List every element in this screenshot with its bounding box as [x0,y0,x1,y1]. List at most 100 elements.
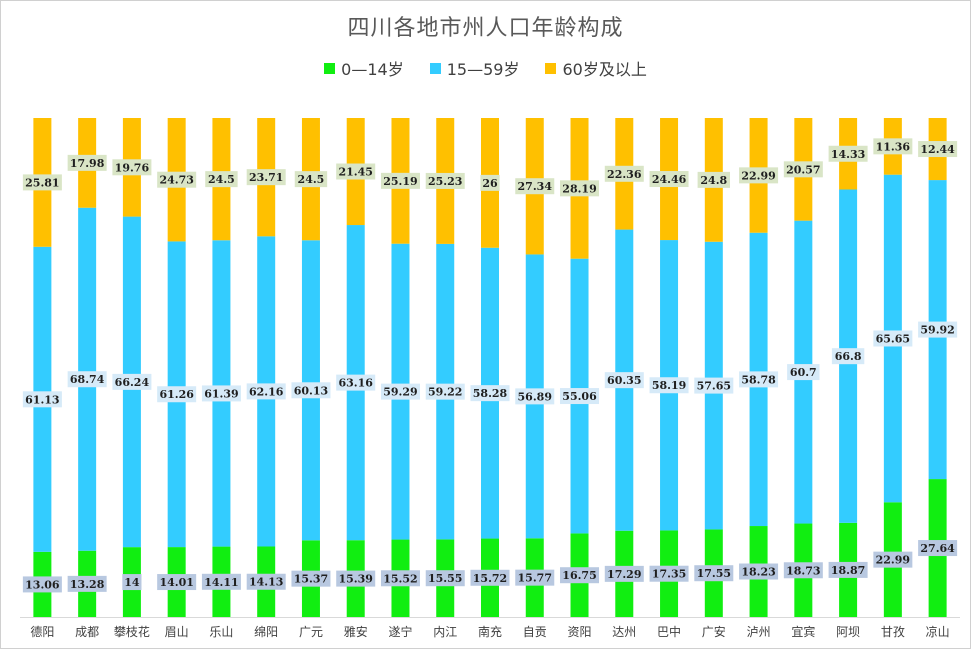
data-label-1-1: 68.74 [70,373,105,386]
data-label-1-9: 59.22 [428,386,462,399]
data-label-bg-2-1 [67,154,107,171]
data-label-0-8: 15.52 [383,572,417,585]
data-label-bg-1-9 [425,383,465,400]
data-label-2-18: 14.33 [831,148,865,161]
data-label-bg-0-11 [515,569,555,586]
legend: 0—14岁 15—59岁 60岁及以上 [0,56,971,80]
data-label-bg-1-19 [873,330,913,347]
data-label-0-1: 13.28 [70,578,105,591]
data-label-bg-2-2 [112,159,152,176]
data-label-bg-0-4 [201,573,241,590]
data-label-bg-1-16 [739,371,779,388]
data-label-1-18: 66.8 [835,350,862,363]
category-label-11: 自贡 [523,625,547,639]
data-label-bg-0-3 [157,574,197,591]
legend-label-60-plus: 60岁及以上 [562,60,647,79]
data-label-2-10: 26 [482,177,498,190]
data-label-2-5: 23.71 [249,171,283,184]
data-label-bg-2-9 [425,172,465,189]
category-label-9: 内江 [433,625,457,639]
data-label-bg-2-5 [246,169,286,186]
data-label-bg-0-13 [604,565,644,582]
data-label-0-17: 18.73 [786,564,820,577]
category-label-20: 凉山 [926,624,950,639]
data-label-0-4: 14.11 [204,576,238,589]
data-label-bg-2-19 [873,138,913,155]
data-label-0-13: 17.29 [607,568,641,581]
data-label-0-19: 22.99 [876,554,910,567]
category-label-12: 资阳 [568,625,592,639]
data-label-bg-2-17 [783,161,823,178]
category-label-4: 乐山 [209,625,233,639]
data-label-bg-1-20 [918,321,958,338]
category-label-0: 德阳 [30,624,54,639]
data-label-bg-0-16 [739,563,779,580]
data-label-bg-0-12 [560,567,600,584]
data-label-bg-1-18 [831,348,865,365]
data-label-bg-2-7 [336,163,376,180]
category-label-1: 成都 [75,625,99,639]
data-label-1-16: 58.78 [741,373,776,386]
data-label-2-19: 11.36 [876,140,911,153]
data-label-2-17: 20.57 [786,163,820,176]
data-label-0-11: 15.77 [518,572,552,585]
data-label-bg-0-18 [828,561,868,578]
data-label-0-18: 18.87 [831,564,865,577]
data-label-2-11: 27.34 [518,180,553,193]
data-label-2-16: 22.99 [741,169,775,182]
data-label-2-2: 19.76 [115,161,150,174]
data-label-1-2: 66.24 [115,376,150,389]
legend-swatch-60-plus [545,62,557,74]
category-label-8: 遂宁 [388,624,412,639]
data-label-bg-2-13 [604,165,644,182]
data-label-1-14: 58.19 [652,379,686,392]
legend-item-0-14: 0—14岁 [324,56,404,80]
legend-item-15-59: 15—59岁 [429,56,519,80]
data-label-bg-1-0 [22,391,62,408]
data-label-2-12: 28.19 [562,182,596,195]
data-label-bg-1-10 [470,385,510,402]
category-label-13: 达州 [612,625,636,639]
data-label-2-1: 17.98 [70,157,105,170]
data-label-2-0: 25.81 [25,176,59,189]
data-label-1-0: 61.13 [25,393,59,406]
data-label-2-7: 21.45 [338,166,372,179]
data-label-1-19: 65.65 [876,332,910,345]
data-label-1-15: 57.65 [697,380,731,393]
data-label-bg-2-20 [918,141,958,158]
data-label-0-10: 15.72 [473,572,507,585]
data-label-2-13: 22.36 [607,168,642,181]
data-label-bg-2-11 [515,178,555,195]
data-label-2-3: 24.73 [159,174,193,187]
data-label-bg-2-3 [157,171,197,188]
data-label-0-2: 14 [124,576,140,589]
data-label-bg-2-12 [560,180,600,197]
data-label-1-12: 55.06 [562,390,597,403]
data-label-1-8: 59.29 [383,386,417,399]
data-label-bg-0-10 [470,569,510,586]
data-label-0-5: 14.13 [249,576,283,589]
data-label-bg-1-4 [201,385,241,402]
data-label-0-9: 15.55 [428,572,462,585]
data-label-1-7: 63.16 [338,377,373,390]
data-label-1-20: 59.92 [920,324,954,337]
data-label-bg-1-15 [694,377,734,394]
legend-item-60-plus: 60岁及以上 [545,56,647,80]
data-label-bg-0-7 [336,570,376,587]
category-label-16: 泸州 [747,625,771,639]
category-label-14: 巴中 [657,624,681,639]
data-label-bg-0-9 [425,570,465,587]
data-label-bg-0-8 [380,570,420,587]
data-label-bg-1-11 [515,388,555,405]
data-label-bg-1-13 [604,372,644,389]
data-label-bg-0-6 [291,570,331,587]
category-label-6: 广元 [299,625,323,639]
category-label-2: 攀枝花 [114,624,150,639]
data-label-bg-0-15 [694,565,734,582]
data-label-2-8: 25.19 [383,175,417,188]
data-label-bg-1-7 [336,374,376,391]
data-label-bg-2-6 [294,171,328,188]
category-label-15: 广安 [702,624,726,639]
data-label-bg-1-3 [157,386,197,403]
data-label-0-12: 16.75 [562,569,596,582]
